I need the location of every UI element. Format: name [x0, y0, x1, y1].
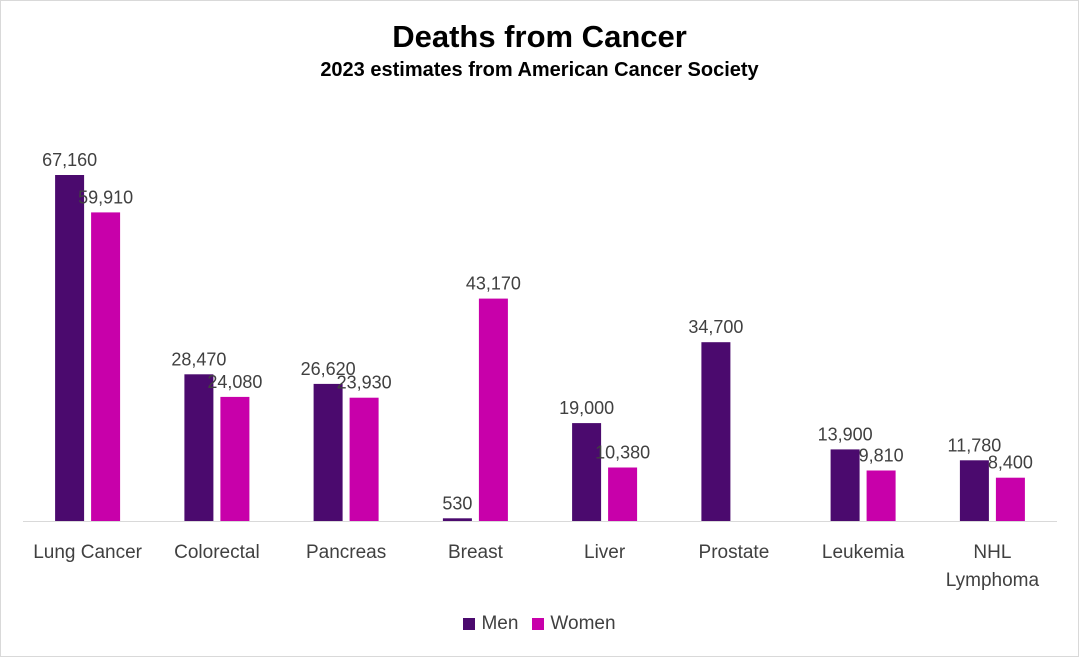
bar-women-nhl-lymphoma: [995, 477, 1025, 521]
category-label-leukemia: Leukemia: [822, 542, 905, 563]
legend-label-women: Women: [550, 613, 616, 634]
bar-men-breast: [442, 518, 472, 521]
legend-label-men: Men: [481, 613, 519, 634]
category-label-colorectal: Colorectal: [174, 542, 260, 563]
bar-men-leukemia: [830, 449, 860, 521]
bar-women-colorectal: [220, 396, 250, 521]
data-label-men-pancreas: 26,620: [301, 359, 356, 379]
bar-women-leukemia: [866, 470, 896, 521]
data-label-men-nhl-lymphoma: 11,780: [948, 435, 1002, 455]
data-label-men-leukemia: 13,900: [818, 424, 873, 444]
data-label-men-breast: 530: [442, 493, 472, 513]
bar-women-pancreas: [349, 397, 379, 521]
category-label-prostate: Prostate: [699, 542, 770, 563]
chart-subtitle: 2023 estimates from American Cancer Soci…: [320, 59, 759, 81]
bar-men-colorectal: [184, 374, 214, 521]
bar-men-nhl-lymphoma: [959, 460, 989, 521]
chart-title: Deaths from Cancer: [392, 19, 687, 54]
data-label-women-colorectal: 24,080: [207, 372, 262, 392]
bar-men-liver: [572, 423, 602, 521]
data-label-women-liver: 10,380: [595, 443, 650, 463]
category-label-lung-cancer: Lung Cancer: [33, 542, 142, 563]
bar-women-lung-cancer: [91, 212, 121, 521]
legend-swatch-women: [532, 618, 545, 630]
legend-item-men: Men: [463, 613, 518, 635]
data-label-women-nhl-lymphoma: 8,400: [988, 453, 1033, 473]
bar-men-prostate: [701, 342, 731, 521]
bar-women-breast: [478, 298, 508, 521]
category-label-liver: Liver: [584, 542, 626, 563]
data-label-women-lung-cancer: 59,910: [78, 187, 133, 207]
category-label-breast: Breast: [448, 542, 504, 563]
bar-women-liver: [608, 467, 638, 521]
legend-item-women: Women: [532, 613, 616, 635]
legend-swatch-men: [463, 618, 476, 630]
data-label-men-colorectal: 28,470: [171, 349, 226, 369]
legend: Men Women: [1, 613, 1078, 635]
data-label-women-breast: 43,170: [466, 274, 521, 294]
bar-men-lung-cancer: [55, 175, 85, 521]
data-label-men-liver: 19,000: [559, 398, 614, 418]
data-label-men-prostate: 34,700: [688, 317, 743, 337]
category-label-pancreas: Pancreas: [306, 542, 386, 563]
data-label-women-leukemia: 9,810: [859, 446, 904, 466]
category-label-nhl-lymphoma: NHL Lymphoma: [946, 542, 1040, 591]
bar-men-pancreas: [313, 383, 343, 521]
data-label-men-lung-cancer: 67,160: [42, 150, 97, 170]
data-label-women-pancreas: 23,930: [337, 373, 392, 393]
